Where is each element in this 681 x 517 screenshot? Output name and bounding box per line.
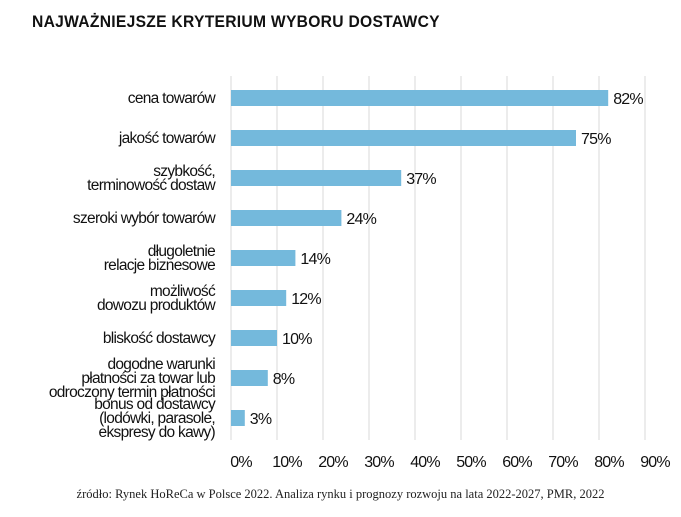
bar: [231, 210, 342, 226]
category-label: (lodówki, parasole,: [99, 410, 215, 427]
x-tick-label: 0%: [230, 454, 252, 471]
bar: [231, 370, 268, 386]
category-label: długoletnie: [148, 243, 215, 260]
category-label: relacje biznesowe: [104, 257, 215, 274]
category-label: bliskość dostawcy: [103, 330, 216, 347]
bar: [231, 250, 296, 266]
category-label: terminowość dostaw: [87, 177, 216, 194]
x-tick-label: 30%: [364, 454, 394, 471]
category-label: cena towarów: [128, 90, 217, 107]
data-label: 8%: [273, 371, 295, 388]
x-tick-label: 60%: [502, 454, 532, 471]
data-label: 24%: [346, 211, 376, 228]
data-label: 3%: [250, 411, 272, 428]
category-label: odroczony termin płatności: [49, 384, 215, 401]
x-tick-label: 90%: [640, 454, 670, 471]
x-tick-label: 20%: [318, 454, 348, 471]
category-label: dowozu produktów: [97, 297, 217, 314]
category-label: płatności za towar lub: [81, 370, 215, 387]
category-label: ekspresy do kawy): [99, 424, 216, 441]
x-tick-label: 40%: [410, 454, 440, 471]
bar: [231, 170, 402, 186]
x-tick-label: 80%: [594, 454, 624, 471]
category-label: szybkość,: [153, 163, 215, 180]
bar: [231, 410, 245, 426]
category-label: jakość towarów: [118, 130, 217, 147]
bar: [231, 90, 609, 106]
bar: [231, 330, 277, 346]
data-label: 37%: [406, 171, 436, 188]
bar-chart: 0% 10% 20% 30% 40% 50% 60% 70% 80% 90% 82% cena tow…: [49, 76, 671, 471]
category-label: bonus od dostawcy: [94, 396, 216, 413]
x-tick-label: 10%: [272, 454, 302, 471]
data-label: 14%: [300, 251, 330, 268]
bar: [231, 130, 576, 146]
data-label: 75%: [581, 131, 611, 148]
category-label: szeroki wybór towarów: [73, 210, 217, 227]
data-label: 82%: [613, 91, 643, 108]
x-tick-label: 70%: [548, 454, 578, 471]
x-tick-label: 50%: [456, 454, 486, 471]
data-label: 12%: [291, 291, 321, 308]
category-label: możliwość: [150, 283, 216, 300]
source-note: źródło: Rynek HoReCa w Polsce 2022. Anal…: [76, 487, 605, 501]
category-label: dogodne warunki: [107, 356, 215, 373]
data-label: 10%: [282, 331, 312, 348]
chart-title: NAJWAŻNIEJSZE KRYTERIUM WYBORU DOSTAWCY: [32, 12, 440, 31]
bar: [231, 290, 287, 306]
